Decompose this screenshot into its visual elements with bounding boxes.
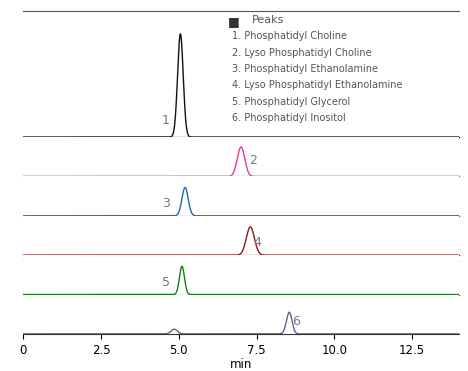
Text: 1: 1	[162, 114, 169, 127]
Text: 6: 6	[292, 315, 300, 328]
Text: 2: 2	[249, 154, 256, 167]
Text: 3: 3	[162, 197, 169, 210]
Text: 4: 4	[254, 236, 261, 249]
Text: 6. Phosphatidyl Inositol: 6. Phosphatidyl Inositol	[232, 113, 346, 123]
Text: 4. Lyso Phosphatidyl Ethanolamine: 4. Lyso Phosphatidyl Ethanolamine	[232, 81, 403, 91]
Text: 1. Phosphatidyl Choline: 1. Phosphatidyl Choline	[232, 31, 347, 41]
Text: 2. Lyso Phosphatidyl Choline: 2. Lyso Phosphatidyl Choline	[232, 47, 372, 58]
Text: 5. Phosphatidyl Glycerol: 5. Phosphatidyl Glycerol	[232, 97, 351, 107]
Text: Peaks: Peaks	[252, 15, 284, 25]
Text: 3. Phosphatidyl Ethanolamine: 3. Phosphatidyl Ethanolamine	[232, 64, 378, 74]
Text: 5: 5	[162, 276, 170, 289]
X-axis label: min: min	[230, 358, 252, 371]
Text: ■: ■	[228, 15, 240, 28]
